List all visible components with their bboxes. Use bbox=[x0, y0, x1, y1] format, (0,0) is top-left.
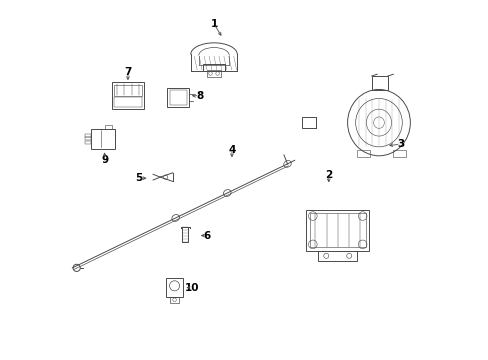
Bar bbox=[203, 64, 224, 71]
Bar bbox=[170, 297, 179, 303]
Bar bbox=[165, 278, 183, 297]
Bar bbox=[84, 137, 91, 140]
Text: 6: 6 bbox=[203, 231, 210, 240]
Text: 3: 3 bbox=[396, 139, 403, 149]
Bar bbox=[371, 76, 387, 90]
Text: 8: 8 bbox=[196, 91, 203, 101]
Bar bbox=[317, 251, 357, 261]
Bar bbox=[114, 85, 142, 96]
Bar bbox=[91, 129, 114, 149]
Text: 4: 4 bbox=[228, 144, 235, 154]
Bar bbox=[167, 87, 188, 107]
Bar bbox=[182, 226, 188, 242]
Bar bbox=[84, 141, 91, 144]
Bar bbox=[169, 90, 186, 105]
Text: 1: 1 bbox=[210, 19, 217, 29]
Bar bbox=[114, 97, 142, 107]
Bar bbox=[301, 117, 316, 128]
Bar bbox=[104, 125, 112, 129]
Bar bbox=[84, 134, 91, 136]
Text: 2: 2 bbox=[325, 170, 332, 180]
Bar bbox=[357, 150, 369, 157]
Bar bbox=[206, 70, 221, 77]
Text: 10: 10 bbox=[185, 283, 199, 293]
Bar bbox=[306, 210, 368, 251]
Bar bbox=[309, 213, 365, 247]
Bar bbox=[112, 82, 144, 109]
Text: 5: 5 bbox=[135, 173, 142, 183]
Text: 7: 7 bbox=[124, 67, 131, 77]
Text: 9: 9 bbox=[101, 155, 108, 165]
Bar bbox=[392, 150, 405, 157]
